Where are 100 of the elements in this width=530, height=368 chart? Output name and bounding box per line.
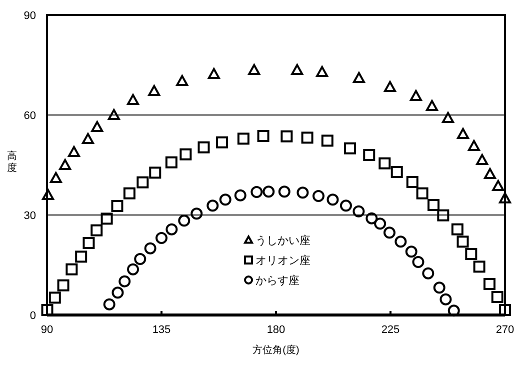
point (165, 156, 178, 168)
point (237, 132, 250, 145)
point (82, 133, 94, 144)
point (91, 121, 104, 132)
x-tick-label: 225 (381, 324, 400, 336)
point (296, 186, 309, 199)
point (248, 64, 260, 75)
point (316, 66, 328, 77)
point (428, 199, 440, 211)
point (134, 253, 146, 265)
point (321, 134, 334, 147)
point (426, 100, 438, 111)
point (451, 223, 464, 236)
point (476, 154, 488, 165)
point (66, 263, 78, 276)
point (180, 148, 192, 160)
point (374, 218, 386, 230)
point (57, 279, 70, 292)
y-tick-label: 60 (24, 110, 36, 122)
point (433, 282, 446, 294)
point (280, 130, 293, 142)
point (250, 186, 263, 198)
point (448, 304, 460, 317)
point (198, 141, 210, 154)
y-tick-label: 30 (24, 210, 36, 222)
point (90, 224, 103, 236)
legend-label: からす座 (256, 274, 300, 287)
point (82, 237, 95, 249)
point (176, 75, 188, 86)
point (352, 205, 365, 218)
point (100, 212, 113, 225)
point (68, 146, 80, 157)
point (301, 132, 314, 144)
point (112, 286, 124, 299)
point (363, 149, 376, 161)
point (41, 304, 54, 316)
point (416, 187, 428, 200)
point (127, 94, 139, 105)
point (352, 72, 365, 83)
point (42, 189, 54, 200)
point (406, 176, 418, 188)
x-tick-label: 270 (496, 324, 514, 336)
point (405, 246, 418, 258)
x-tick-label: 90 (40, 324, 54, 336)
point (312, 190, 324, 202)
point (326, 194, 339, 206)
point (48, 292, 61, 304)
point (111, 200, 124, 212)
point (390, 166, 403, 178)
point (457, 128, 470, 139)
point (219, 194, 232, 206)
point (136, 176, 149, 188)
point (208, 68, 220, 79)
point (190, 208, 203, 220)
point (366, 212, 378, 224)
y-tick-label: 0 (30, 310, 36, 322)
point (206, 200, 219, 212)
point (442, 112, 454, 123)
point (468, 140, 480, 151)
point (291, 64, 304, 75)
point (50, 172, 62, 183)
legend-label: うしかい座 (256, 234, 311, 247)
point (108, 109, 120, 120)
point (456, 236, 469, 248)
point (437, 209, 450, 222)
point (59, 159, 72, 170)
point (216, 136, 228, 148)
point (127, 263, 139, 276)
legend-label: オリオン座 (256, 254, 311, 267)
point (484, 168, 496, 179)
point (492, 180, 504, 191)
point (234, 189, 246, 202)
x-tick-label: 180 (266, 324, 286, 336)
point (257, 130, 270, 142)
point (344, 142, 356, 154)
point (499, 192, 511, 204)
point (156, 232, 168, 244)
point (473, 260, 486, 273)
point (440, 293, 452, 306)
point (262, 186, 275, 198)
point (499, 304, 511, 316)
point (384, 81, 396, 92)
x-axis-title: 方位角(度) (252, 344, 300, 356)
point (123, 187, 136, 200)
point (148, 85, 160, 96)
point (340, 200, 352, 212)
point (75, 250, 88, 263)
point (149, 166, 162, 179)
point (103, 298, 116, 310)
point (144, 242, 156, 254)
point (278, 186, 290, 198)
point (178, 214, 190, 227)
y-tick-label: 90 (24, 10, 36, 22)
y-axis-title: 高度 (7, 150, 17, 174)
point (465, 248, 478, 260)
point (378, 157, 391, 170)
point (483, 278, 496, 290)
point (166, 223, 178, 236)
point (422, 267, 434, 280)
point (412, 256, 424, 268)
